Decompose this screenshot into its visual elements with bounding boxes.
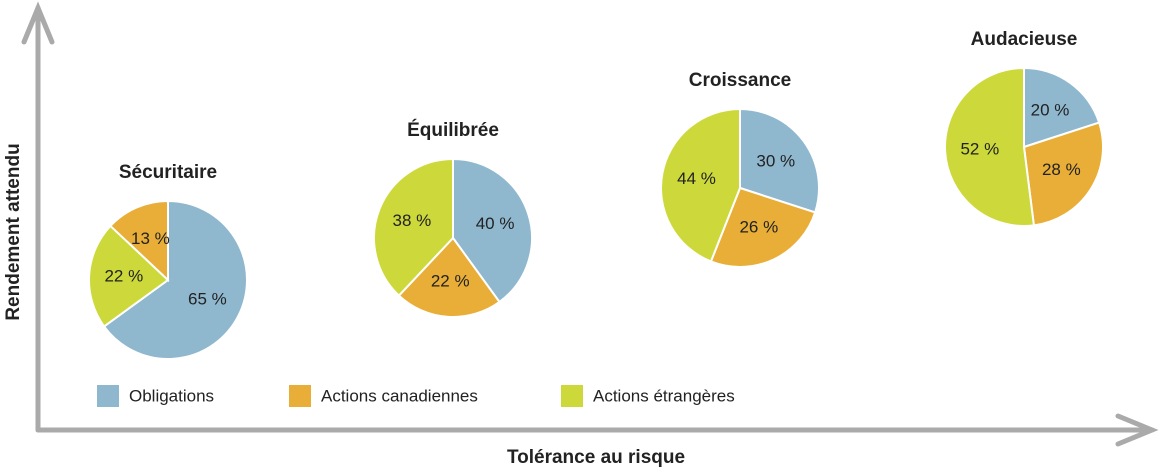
legend-label: Actions canadiennes bbox=[321, 386, 478, 405]
value-label: 52 % bbox=[960, 139, 999, 158]
pie-slice bbox=[1022, 121, 1104, 227]
value-label: 38 % bbox=[392, 211, 431, 230]
value-label: 22 % bbox=[431, 272, 470, 291]
x-axis-label: Tolérance au risque bbox=[507, 447, 685, 468]
x-arrow bbox=[1115, 413, 1159, 447]
pie-slice bbox=[709, 186, 817, 268]
pie-slice bbox=[373, 157, 454, 298]
y-arrow bbox=[21, 1, 55, 45]
value-label: 30 % bbox=[756, 151, 795, 170]
pie-slice bbox=[1023, 66, 1101, 149]
pie-title: Croissance bbox=[689, 70, 791, 91]
pie-slice bbox=[739, 107, 820, 214]
pie-slice bbox=[88, 224, 170, 328]
pie-slice bbox=[944, 66, 1036, 227]
legend-swatch bbox=[561, 385, 583, 407]
legend-label: Actions étrangères bbox=[593, 386, 735, 405]
y-axis-label: Rendement attendu bbox=[3, 143, 24, 320]
value-label: 13 % bbox=[131, 229, 170, 248]
pie-title: Audacieuse bbox=[971, 29, 1078, 50]
value-label: 44 % bbox=[677, 169, 716, 188]
legend-label: Obligations bbox=[129, 386, 214, 405]
value-label: 22 % bbox=[104, 267, 143, 286]
value-label: 20 % bbox=[1031, 101, 1070, 120]
value-label: 40 % bbox=[476, 214, 515, 233]
value-label: 65 % bbox=[188, 290, 227, 309]
pie-slice bbox=[452, 157, 533, 304]
legend-swatch bbox=[289, 385, 311, 407]
legend-swatch bbox=[97, 385, 119, 407]
pie-slice bbox=[397, 236, 501, 318]
pie-title: Équilibrée bbox=[407, 119, 499, 141]
pie-slice bbox=[108, 199, 169, 283]
pie-title: Sécuritaire bbox=[119, 162, 217, 183]
pie-slice bbox=[102, 199, 248, 360]
axes bbox=[21, 1, 1159, 447]
value-label: 26 % bbox=[739, 218, 778, 237]
pie-slice bbox=[660, 107, 741, 263]
value-label: 28 % bbox=[1042, 160, 1081, 179]
